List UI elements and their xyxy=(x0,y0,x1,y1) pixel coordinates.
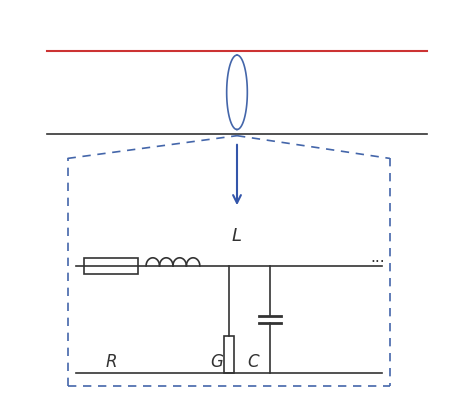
FancyBboxPatch shape xyxy=(224,336,234,373)
Text: ...: ... xyxy=(370,250,385,265)
FancyBboxPatch shape xyxy=(84,258,138,274)
Text: L: L xyxy=(232,227,242,245)
Polygon shape xyxy=(227,55,247,129)
Text: R: R xyxy=(105,353,117,371)
Text: C: C xyxy=(248,353,259,371)
Text: G: G xyxy=(210,353,223,371)
